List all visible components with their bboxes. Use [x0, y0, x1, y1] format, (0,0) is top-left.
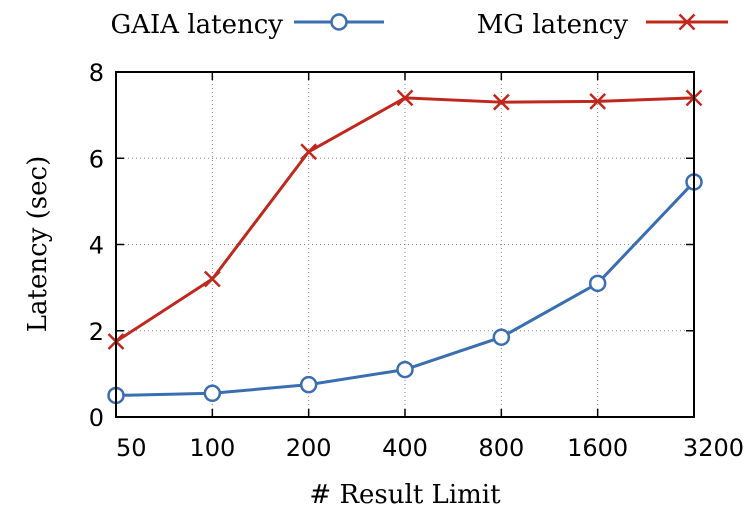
data-point-mg-100 [203, 270, 221, 288]
y-tick-label-0: 0 [89, 404, 104, 432]
data-point-mg-400 [396, 89, 414, 107]
y-axis-title: Latency (sec) [23, 156, 53, 332]
y-tick-label-6: 6 [89, 145, 104, 173]
y-axis-ticks: 0 2 4 6 8 [89, 59, 694, 432]
x-tick-label-50: 50 [116, 434, 147, 462]
y-tick-label-8: 8 [89, 59, 104, 87]
y-tick-label-4: 4 [89, 232, 104, 260]
x-tick-label-400: 400 [382, 434, 428, 462]
data-point-mg-1600 [589, 92, 607, 110]
legend-marker-gaia [330, 13, 348, 31]
legend-marker-mg [678, 13, 696, 31]
x-tick-label-3200: 3200 [683, 434, 744, 462]
data-point-gaia-1600 [588, 274, 607, 293]
y-tick-label-2: 2 [89, 318, 104, 346]
x-tick-label-1600: 1600 [567, 434, 628, 462]
x-axis-ticks: 50 100 200 400 800 1600 3200 [115, 72, 744, 462]
data-point-gaia-400 [396, 360, 414, 379]
x-tick-label-100: 100 [189, 434, 235, 462]
data-point-mg-200 [300, 143, 318, 161]
legend: GAIA latency MG latency [110, 10, 728, 40]
x-tick-label-800: 800 [478, 434, 524, 462]
data-point-gaia-200 [299, 375, 318, 394]
legend-label-mg: MG latency [477, 10, 629, 40]
gridlines [116, 72, 694, 417]
data-point-gaia-800 [492, 328, 511, 346]
x-tick-label-200: 200 [286, 434, 332, 462]
data-point-mg-800 [492, 93, 510, 111]
legend-label-gaia: GAIA latency [110, 10, 283, 40]
data-point-gaia-100 [203, 384, 222, 403]
x-axis-title: # Result Limit [309, 480, 501, 510]
